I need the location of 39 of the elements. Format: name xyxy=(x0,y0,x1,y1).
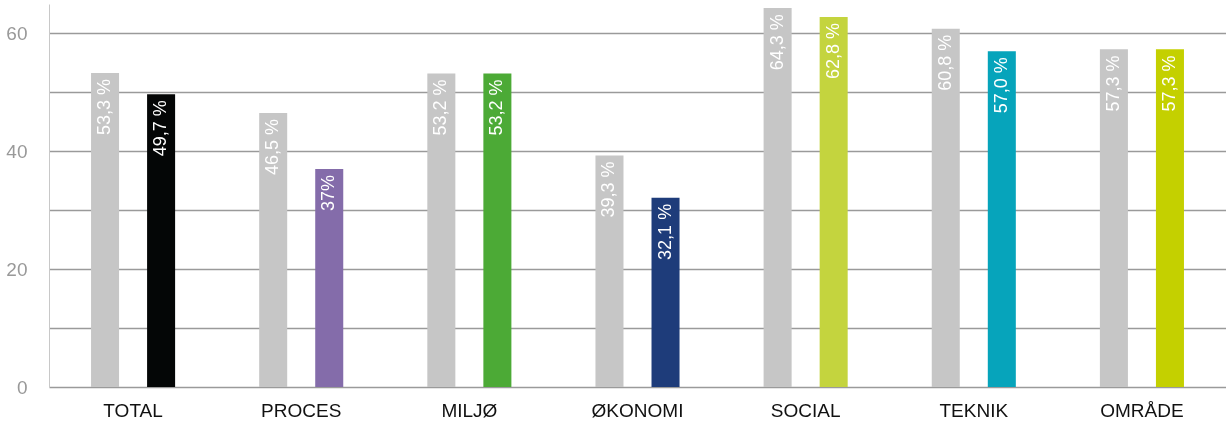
data-label: 53,2 % xyxy=(486,79,507,136)
bar xyxy=(651,197,680,387)
data-label: 37% xyxy=(318,174,339,212)
x-tick-label: SOCIAL xyxy=(770,399,841,421)
data-label: 49,7 % xyxy=(150,100,171,157)
data-label: 57,0 % xyxy=(990,57,1011,114)
bar xyxy=(931,28,960,387)
bar xyxy=(315,168,344,387)
bar xyxy=(259,113,288,387)
data-label: 64,3 % xyxy=(766,14,787,71)
data-label: 60,8 % xyxy=(934,34,955,91)
y-tick-label: 40 xyxy=(6,140,28,162)
data-label: 53,2 % xyxy=(430,79,451,136)
bar xyxy=(483,73,512,387)
bar xyxy=(1099,49,1128,387)
data-label: 46,5 % xyxy=(262,119,283,176)
x-tick-label: TOTAL xyxy=(103,399,163,421)
y-tick-label: 20 xyxy=(6,258,28,280)
y-tick-label: 60 xyxy=(6,22,28,44)
x-tick-label: ØKONOMI xyxy=(591,399,684,421)
bar xyxy=(147,94,176,387)
data-label: 39,3 % xyxy=(598,161,619,218)
data-label: 57,3 % xyxy=(1102,55,1123,112)
y-tick-label: 0 xyxy=(16,376,28,398)
data-label: 53,3 % xyxy=(94,78,115,135)
data-label: 57,3 % xyxy=(1158,55,1179,112)
x-tick-label: MILJØ xyxy=(441,399,498,421)
bar xyxy=(91,72,120,387)
x-tick-label: PROCES xyxy=(261,399,342,421)
bar xyxy=(427,73,456,387)
bar xyxy=(819,16,848,387)
x-tick-label: TEKNIK xyxy=(939,399,1009,421)
bar xyxy=(763,8,792,387)
data-label: 32,1 % xyxy=(654,203,675,260)
data-label: 62,8 % xyxy=(822,22,843,80)
bar xyxy=(1155,49,1184,387)
bar xyxy=(595,155,624,387)
x-tick-label: OMRÅDE xyxy=(1100,399,1184,421)
bar xyxy=(987,51,1016,387)
